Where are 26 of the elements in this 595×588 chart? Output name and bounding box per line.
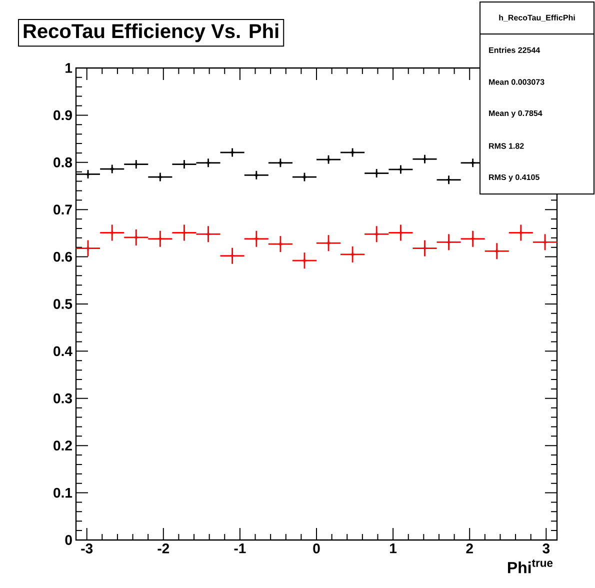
y-tick-label: 0 bbox=[65, 535, 72, 545]
x-axis-title: Phi$^{true}$ bbox=[508, 560, 553, 574]
y-tick-label: 0.1 bbox=[54, 488, 72, 498]
x-tick-label: 0 bbox=[313, 544, 320, 554]
x-tick-label: -3 bbox=[81, 544, 93, 554]
annotation: Mean y 0.7854 bbox=[489, 110, 542, 118]
annotation: Mean 0.003073 bbox=[489, 79, 544, 85]
y-tick-label: 1 bbox=[66, 63, 72, 73]
x-tick-label: -2 bbox=[158, 544, 170, 554]
x-tick-label: 3 bbox=[542, 544, 550, 554]
y-tick-label: 0.4 bbox=[54, 346, 72, 356]
x-tick-label: 2 bbox=[466, 544, 473, 554]
y-tick-label: 0.9 bbox=[54, 110, 72, 120]
annotation: RMS y 0.4105 bbox=[489, 174, 540, 182]
y-tick-label: 0.7 bbox=[54, 204, 72, 215]
y-tick-label: 0.5 bbox=[54, 299, 72, 309]
text: Entries 22544 bbox=[489, 47, 540, 53]
y-tick-label: 0.2 bbox=[54, 440, 72, 451]
y-tick-label: 0.3 bbox=[54, 393, 72, 404]
annotation: RMS 1.82 bbox=[489, 143, 524, 149]
chart-title: RecoTau Efficiency Vs. Phi bbox=[24, 23, 278, 42]
text: h_RecoTau_EfficPhi bbox=[499, 14, 575, 22]
x-tick-label: 1 bbox=[390, 544, 397, 554]
y-tick-label: 0.6 bbox=[54, 252, 72, 262]
x-tick-label: -1 bbox=[234, 544, 246, 554]
y-tick-label: 0.8 bbox=[54, 157, 72, 168]
